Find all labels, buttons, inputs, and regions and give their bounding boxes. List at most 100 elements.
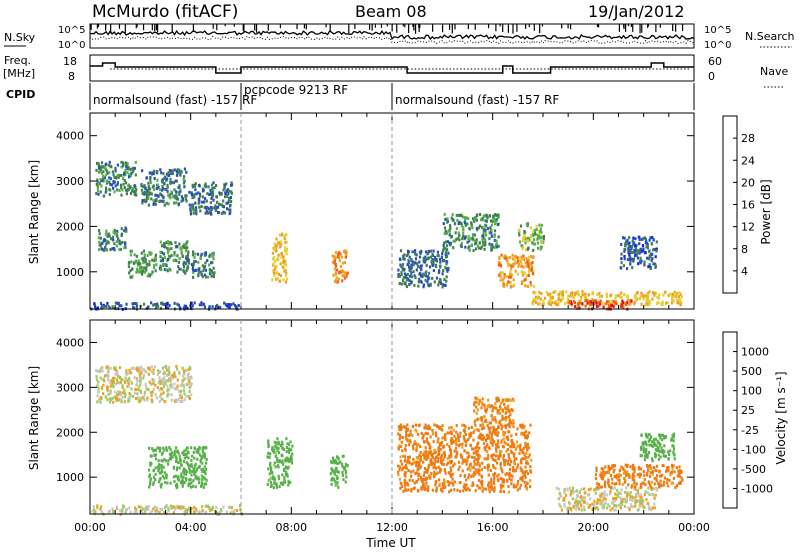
scatter-cell [669,473,672,477]
scatter-cell [212,181,215,185]
scatter-cell [549,296,552,300]
scatter-cell [214,204,217,208]
scatter-cell [435,259,438,263]
scatter-cell [519,259,522,263]
scatter-cell [658,293,661,297]
scatter-cell [181,484,184,488]
range-tick-label: 1000 [56,471,84,484]
scatter-cell [127,166,130,170]
scatter-cell [526,239,530,243]
scatter-cell [158,395,162,399]
scatter-cell [332,470,335,474]
scatter-cell [490,223,493,227]
scatter-cell [493,486,496,490]
scatter-cell [141,272,144,276]
scatter-cell [204,197,207,201]
scatter-cell [134,160,137,164]
scatter-cell [191,183,194,187]
scatter-cell [645,245,648,249]
scatter-cell [284,457,287,461]
scatter-cell [455,450,458,454]
scatter-cell [177,186,180,189]
scatter-cell [488,421,491,425]
scatter-cell [483,466,486,469]
scatter-cell [429,435,432,439]
scatter-cell [477,402,480,406]
scatter-cell [333,255,336,259]
scatter-cell [646,246,649,250]
scatter-cell [179,396,182,400]
scatter-cell [449,459,452,463]
scatter-cell [455,437,458,441]
scatter-cell [186,257,189,261]
scatter-cell [440,427,443,431]
scatter-cell [120,227,123,231]
power-colorbar-tick-label: 24 [741,154,755,167]
scatter-cell [187,253,190,257]
scatter-cell [596,304,599,308]
scatter-cell [103,248,106,252]
scatter-cell [195,509,198,513]
scatter-cell [223,301,226,305]
scatter-cell [173,188,176,192]
scatter-cell [449,469,453,473]
scatter-cell [663,476,666,480]
scatter-cell [648,263,651,267]
scatter-cell [413,440,416,444]
scatter-cell [401,436,404,440]
scatter-cell [431,452,434,456]
scatter-cell [632,236,635,240]
scatter-cell [163,203,166,207]
scatter-cell [169,181,172,185]
scatter-cell [428,265,432,269]
scatter-cell [161,451,164,455]
scatter-cell [146,189,149,193]
scatter-cell [469,468,472,472]
scatter-cell [337,461,340,465]
scatter-cell [437,449,440,452]
scatter-cell [478,479,481,483]
scatter-cell [629,255,632,259]
scatter-cell [109,391,112,395]
scatter-cell [98,182,101,186]
scatter-cell [398,257,402,261]
scatter-cell [229,203,232,207]
scatter-cell [281,446,284,450]
scatter-cell [680,476,683,480]
scatter-cell [201,275,204,279]
scatter-cell [415,268,418,272]
scatter-cell [175,482,178,486]
scatter-cell [574,305,577,309]
scatter-cell [437,460,440,463]
scatter-cell [496,223,499,227]
scatter-cell [524,284,527,288]
scatter-cell [330,468,334,472]
scatter-cell [334,458,337,462]
scatter-cell [508,467,511,471]
scatter-cell [131,187,134,191]
scatter-cell [112,238,115,242]
scatter-cell [548,302,551,306]
scatter-cell [521,450,524,454]
scatter-cell [336,280,340,284]
scatter-cell [194,252,197,256]
scatter-cell [527,431,530,435]
scatter-cell [92,505,95,508]
scatter-cell [604,501,607,505]
scatter-cell [495,428,498,431]
velocity-colorbar: Velocity [m s⁻¹] -1000-500-100-252510050… [722,331,788,509]
scatter-cell [463,423,466,427]
scatter-cell [190,193,193,197]
scatter-cell [677,300,680,304]
scatter-cell [614,499,617,503]
scatter-cell [118,248,121,252]
scatter-cell [125,369,128,373]
scatter-cell [185,243,188,247]
scatter-cell [524,261,527,265]
scatter-cell [195,450,198,454]
time-tick-label: 00:00 [678,521,710,534]
scatter-cell [400,440,403,444]
scatter-cell [597,507,600,511]
scatter-cell [132,395,135,398]
scatter-cell [481,397,484,401]
